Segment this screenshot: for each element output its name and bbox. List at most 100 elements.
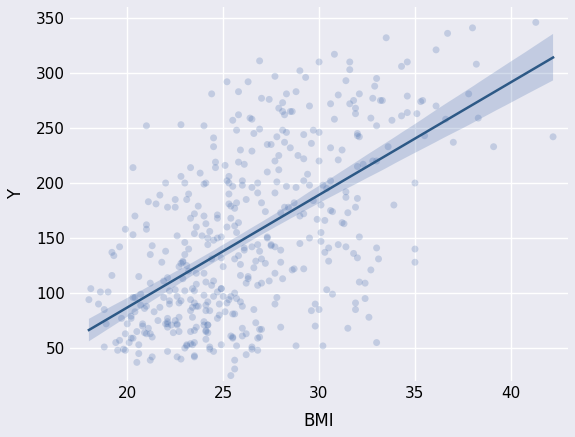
Point [319, 342, 328, 349]
Point [200, 212, 209, 219]
Point [161, 320, 170, 327]
Point [280, 204, 289, 211]
Point [180, 251, 189, 258]
Point [178, 258, 187, 265]
Point [443, 30, 452, 37]
Point [232, 229, 241, 236]
Point [299, 210, 308, 217]
Point [131, 294, 140, 301]
Point [230, 222, 239, 229]
Point [174, 263, 183, 270]
Point [345, 100, 354, 107]
Point [280, 111, 289, 118]
Point [290, 265, 299, 272]
X-axis label: BMI: BMI [304, 412, 334, 430]
Point [230, 290, 239, 297]
Point [234, 88, 243, 95]
Point [163, 324, 172, 331]
Point [148, 333, 157, 340]
Point [249, 130, 258, 137]
Point [126, 315, 136, 322]
Point [228, 183, 237, 190]
Point [226, 333, 235, 340]
Point [136, 291, 145, 298]
Point [171, 196, 180, 203]
Point [132, 359, 141, 366]
Point [342, 188, 351, 195]
Point [205, 228, 214, 235]
Point [128, 231, 137, 238]
Point [200, 318, 209, 325]
Point [186, 328, 195, 335]
Point [165, 297, 174, 304]
Point [315, 59, 324, 66]
Point [165, 301, 174, 308]
Point [309, 127, 318, 134]
Point [203, 322, 212, 329]
Point [144, 198, 153, 205]
Point [257, 95, 266, 102]
Point [188, 341, 197, 348]
Point [191, 281, 201, 288]
Point [209, 277, 218, 284]
Point [313, 216, 322, 223]
Point [255, 57, 264, 64]
Point [472, 61, 481, 68]
Point [255, 326, 264, 333]
Point [351, 299, 360, 306]
Point [355, 278, 364, 285]
Point [361, 280, 370, 287]
Point [301, 74, 310, 81]
Point [191, 303, 201, 310]
Point [102, 320, 111, 327]
Point [213, 215, 222, 222]
Point [411, 259, 420, 266]
Point [288, 267, 297, 274]
Point [296, 240, 305, 247]
Point [224, 180, 233, 187]
Point [242, 330, 251, 337]
Point [247, 346, 256, 353]
Point [247, 343, 256, 350]
Point [131, 212, 140, 219]
Point [263, 169, 272, 176]
Point [182, 262, 191, 269]
Point [194, 303, 203, 310]
Point [251, 319, 260, 326]
Point [138, 323, 147, 329]
Point [209, 237, 218, 244]
Point [274, 105, 283, 112]
Point [355, 90, 364, 97]
Point [184, 246, 193, 253]
Point [142, 226, 151, 233]
Point [531, 19, 540, 26]
Point [389, 201, 398, 208]
Point [253, 347, 262, 354]
Point [264, 277, 274, 284]
Point [351, 204, 360, 211]
Point [431, 103, 440, 110]
Point [207, 90, 216, 97]
Point [157, 259, 166, 266]
Point [109, 252, 118, 259]
Point [257, 326, 266, 333]
Point [260, 208, 270, 215]
Point [278, 275, 288, 282]
Point [290, 199, 299, 206]
Point [264, 96, 274, 103]
Point [224, 296, 233, 303]
Point [320, 249, 329, 256]
Point [303, 171, 312, 178]
Point [280, 139, 289, 146]
Point [182, 341, 191, 348]
Point [234, 252, 243, 259]
Point [85, 296, 94, 303]
Point [397, 112, 406, 119]
Point [307, 140, 316, 147]
Point [286, 144, 295, 151]
Point [128, 164, 137, 171]
Point [378, 97, 387, 104]
Point [180, 288, 189, 295]
Point [161, 180, 170, 187]
Point [220, 162, 229, 169]
